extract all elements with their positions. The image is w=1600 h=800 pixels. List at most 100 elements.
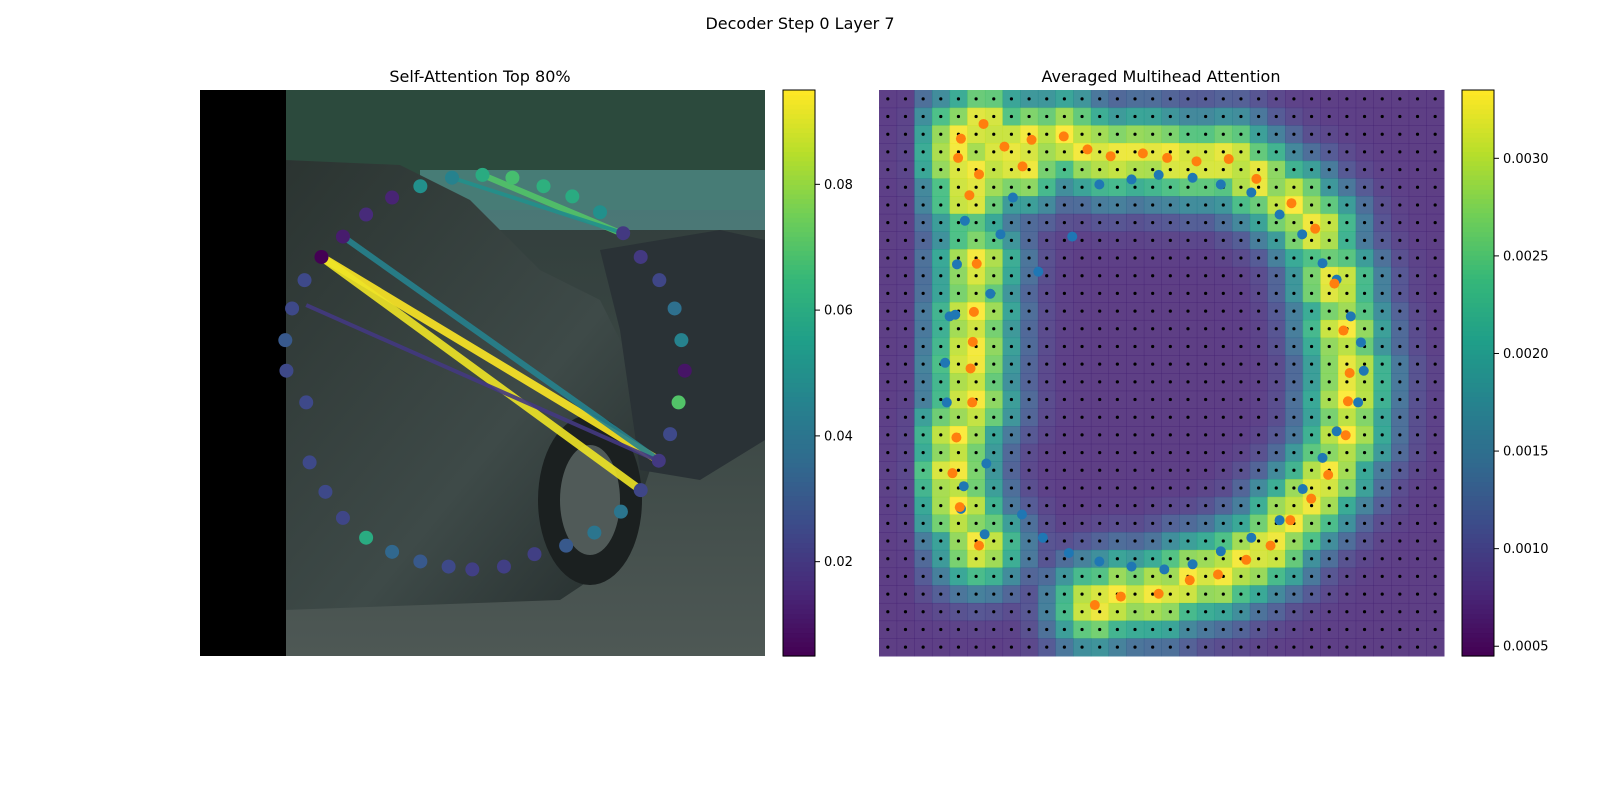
grid-dot	[886, 380, 890, 384]
grid-dot	[974, 645, 978, 649]
grid-dot	[1009, 645, 1014, 649]
grid-dot	[1362, 397, 1367, 402]
grid-dot	[974, 592, 978, 596]
grid-dot	[1257, 203, 1261, 207]
grid-dot	[1133, 539, 1137, 543]
grid-dot	[974, 486, 978, 490]
colorbar-segment	[1462, 325, 1494, 332]
colorbar-segment	[1462, 514, 1494, 520]
grid-dot	[1221, 504, 1225, 508]
grid-dot	[886, 203, 890, 207]
grid-dot	[1115, 221, 1119, 225]
colorbar-segment	[1462, 382, 1494, 388]
grid-dot	[1362, 592, 1367, 596]
grid-dot	[956, 592, 961, 596]
colorbar-segment	[1462, 429, 1494, 435]
grid-dot	[1062, 203, 1066, 207]
colorbar-segment	[1462, 566, 1494, 572]
grid-dot	[1062, 610, 1066, 614]
colorbar-tick-label: 0.06	[824, 304, 853, 319]
grid-dot	[1115, 627, 1119, 632]
grid-dot	[974, 185, 978, 189]
grid-dot	[1045, 380, 1049, 384]
orange-point	[1089, 600, 1100, 611]
grid-dot	[974, 274, 978, 278]
grid-dot	[1080, 203, 1084, 207]
grid-dot	[1433, 450, 1437, 455]
grid-dot	[1257, 610, 1261, 614]
grid-dot	[1292, 291, 1296, 296]
query-point	[565, 189, 580, 204]
orange-point	[951, 432, 962, 443]
grid-dot	[1168, 627, 1172, 632]
grid-dot	[1204, 167, 1208, 172]
grid-dot	[1045, 433, 1049, 437]
grid-dot	[1027, 185, 1031, 189]
orange-point	[1223, 154, 1234, 165]
colorbar-segment	[1462, 594, 1494, 600]
grid-dot	[992, 521, 996, 525]
grid-dot	[1186, 274, 1190, 278]
grid-dot	[1380, 450, 1384, 455]
grid-dot	[1309, 185, 1314, 189]
grid-dot	[921, 221, 925, 225]
grid-dot	[1274, 185, 1278, 189]
grid-dot	[1062, 167, 1066, 172]
grid-dot	[1398, 433, 1402, 437]
grid-dot	[1204, 309, 1208, 313]
blue-point	[1033, 266, 1044, 277]
grid-dot	[1027, 327, 1031, 331]
grid-dot	[1433, 185, 1437, 189]
grid-dot	[1098, 397, 1102, 402]
grid-dot	[1098, 291, 1102, 296]
grid-dot	[1027, 539, 1031, 543]
grid-dot	[1292, 574, 1296, 579]
grid-dot	[886, 238, 890, 242]
grid-dot	[1133, 97, 1137, 101]
grid-dot	[1080, 221, 1084, 225]
orange-point	[1310, 223, 1321, 234]
grid-dot	[1380, 238, 1384, 242]
grid-dot	[1168, 504, 1172, 508]
grid-dot	[956, 291, 961, 296]
colorbar-segment	[1462, 651, 1494, 657]
grid-dot	[1292, 309, 1296, 313]
grid-dot	[1009, 185, 1014, 189]
colorbar-segment	[783, 94, 815, 101]
grid-dot	[1151, 504, 1155, 508]
grid-dot	[1274, 132, 1278, 136]
grid-dot	[903, 557, 908, 561]
grid-dot	[992, 150, 996, 154]
grid-dot	[1257, 433, 1261, 437]
grid-dot	[1415, 97, 1420, 101]
grid-dot	[886, 645, 890, 649]
grid-dot	[1027, 486, 1031, 490]
query-point	[671, 395, 686, 410]
grid-dot	[1257, 309, 1261, 313]
grid-dot	[1133, 504, 1137, 508]
grid-dot	[1221, 557, 1225, 561]
colorbar-tick-label: 0.0010	[1503, 542, 1549, 557]
grid-dot	[1115, 380, 1119, 384]
grid-dot	[1327, 380, 1331, 384]
colorbar-segment	[783, 137, 815, 143]
grid-dot	[992, 114, 996, 119]
grid-dot	[1327, 167, 1331, 172]
grid-dot	[1168, 539, 1172, 543]
grid-dot	[1398, 557, 1402, 561]
colorbar-segment	[1462, 641, 1494, 648]
grid-dot	[1098, 521, 1102, 525]
grid-dot	[1433, 97, 1437, 101]
grid-dot	[1309, 645, 1314, 649]
grid-dot	[1433, 238, 1437, 242]
grid-dot	[992, 592, 996, 596]
grid-dot	[992, 486, 996, 490]
grid-dot	[1362, 627, 1367, 632]
colorbar-segment	[1462, 156, 1494, 162]
colorbar-segment	[1462, 108, 1494, 115]
grid-dot	[1009, 238, 1014, 242]
orange-point	[967, 397, 978, 408]
colorbar-segment	[1462, 104, 1494, 110]
grid-dot	[903, 521, 908, 525]
grid-dot	[1433, 574, 1437, 579]
